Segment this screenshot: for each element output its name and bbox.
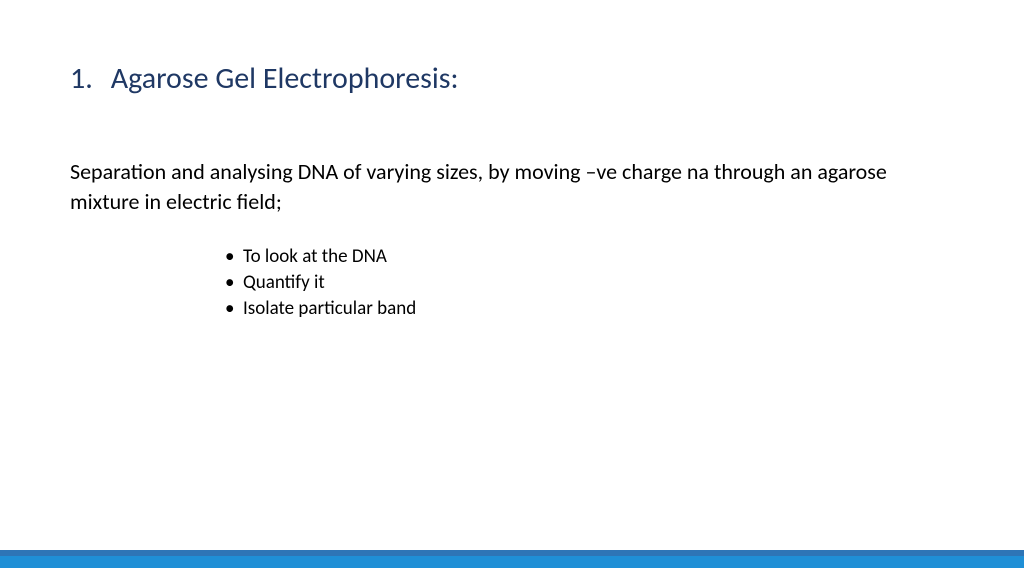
- slide: 1. Agarose Gel Electrophoresis: Separati…: [0, 0, 1024, 576]
- title-text: Agarose Gel Electrophoresis:: [111, 60, 459, 97]
- list-item: Quantify it: [225, 270, 954, 296]
- footer-accent-bar: [0, 550, 1024, 568]
- body-paragraph: Separation and analysing DNA of varying …: [70, 157, 954, 216]
- footer-bar-bottom: [0, 556, 1024, 568]
- list-item: Isolate particular band: [225, 296, 954, 322]
- title-number: 1.: [70, 60, 93, 97]
- bullet-list: To look at the DNA Quantify it Isolate p…: [225, 244, 954, 321]
- list-item: To look at the DNA: [225, 244, 954, 270]
- slide-title-row: 1. Agarose Gel Electrophoresis:: [70, 60, 954, 97]
